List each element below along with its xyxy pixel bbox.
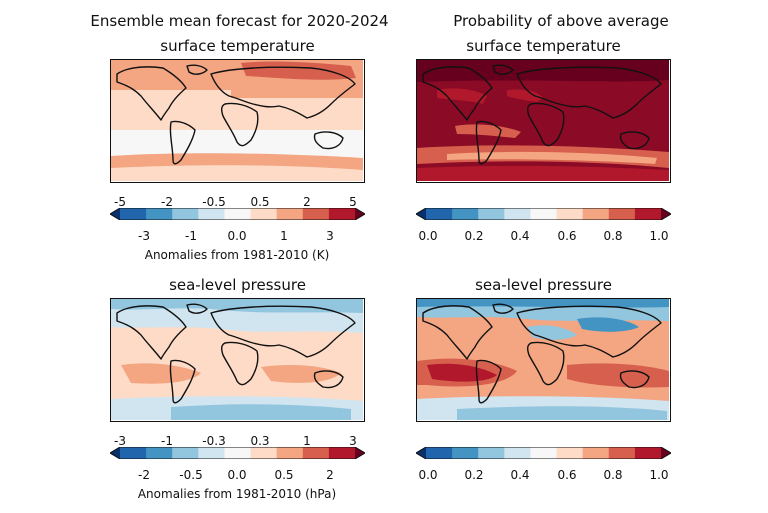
temp-probability-map — [416, 59, 671, 183]
slp-cbar-label: Anomalies from 1981-2010 (hPa) — [137, 487, 337, 501]
temp-cbar-lower-tick: 0.0 — [227, 229, 247, 243]
slp-cbar-upper-tick: 0.3 — [250, 434, 270, 448]
slp-prob-tick: 0.6 — [557, 468, 577, 482]
temp-cbar-upper-tick: -5 — [114, 195, 126, 209]
slp-probability-map — [416, 298, 671, 422]
slp-prob-tick: 1.0 — [649, 468, 669, 482]
slp-forecast-title: sea-level pressure — [169, 276, 306, 294]
right-column-heading: Probability of above average — [453, 12, 669, 30]
temp-cbar-lower-tick: -1 — [185, 229, 197, 243]
slp-cbar-upper-tick: -0.3 — [202, 434, 226, 448]
temp-cbar-upper-tick: -0.5 — [202, 195, 226, 209]
temp-prob-tick: 1.0 — [649, 229, 669, 243]
temp-anomaly-map — [110, 59, 365, 183]
slp-prob-tick: 0.0 — [418, 468, 438, 482]
temp-prob-tick: 0.6 — [557, 229, 577, 243]
slp-cbar-upper-tick: -1 — [161, 434, 173, 448]
left-column-heading: Ensemble mean forecast for 2020-2024 — [90, 12, 389, 30]
temp-cbar-upper-tick: 0.5 — [250, 195, 270, 209]
slp-cbar-lower-tick: 2 — [326, 468, 334, 482]
slp-cbar-upper-tick: 1 — [303, 434, 311, 448]
temp-prob-tick: 0.2 — [464, 229, 484, 243]
temp-cbar-upper-tick: 5 — [349, 195, 357, 209]
slp-cbar-lower-tick: 0.0 — [227, 468, 247, 482]
temp-cbar-upper-tick: -2 — [161, 195, 173, 209]
temp-probability-title: surface temperature — [466, 37, 621, 55]
temp-cbar-lower-tick: -3 — [138, 229, 150, 243]
slp-cbar-lower-tick: -0.5 — [179, 468, 203, 482]
slp-cbar-lower-tick: -2 — [138, 468, 150, 482]
slp-cbar-upper-tick: 3 — [349, 434, 357, 448]
slp-anomaly-colorbar — [110, 447, 365, 459]
slp-prob-tick: 0.2 — [464, 468, 484, 482]
temp-forecast-title: surface temperature — [160, 37, 315, 55]
slp-prob-tick: 0.4 — [510, 468, 530, 482]
slp-prob-tick: 0.8 — [603, 468, 623, 482]
temp-prob-tick: 0.4 — [510, 229, 530, 243]
temp-probability-colorbar — [416, 208, 671, 220]
slp-probability-title: sea-level pressure — [475, 276, 612, 294]
temp-cbar-upper-tick: 2 — [303, 195, 311, 209]
slp-cbar-upper-tick: -3 — [114, 434, 126, 448]
temp-anomaly-colorbar — [110, 208, 365, 220]
temp-prob-tick: 0.8 — [603, 229, 623, 243]
temp-cbar-label: Anomalies from 1981-2010 (K) — [144, 248, 330, 262]
slp-anomaly-map — [110, 298, 365, 422]
temp-prob-tick: 0.0 — [418, 229, 438, 243]
slp-probability-colorbar — [416, 447, 671, 459]
temp-cbar-lower-tick: 1 — [280, 229, 288, 243]
temp-cbar-lower-tick: 3 — [326, 229, 334, 243]
slp-cbar-lower-tick: 0.5 — [274, 468, 294, 482]
